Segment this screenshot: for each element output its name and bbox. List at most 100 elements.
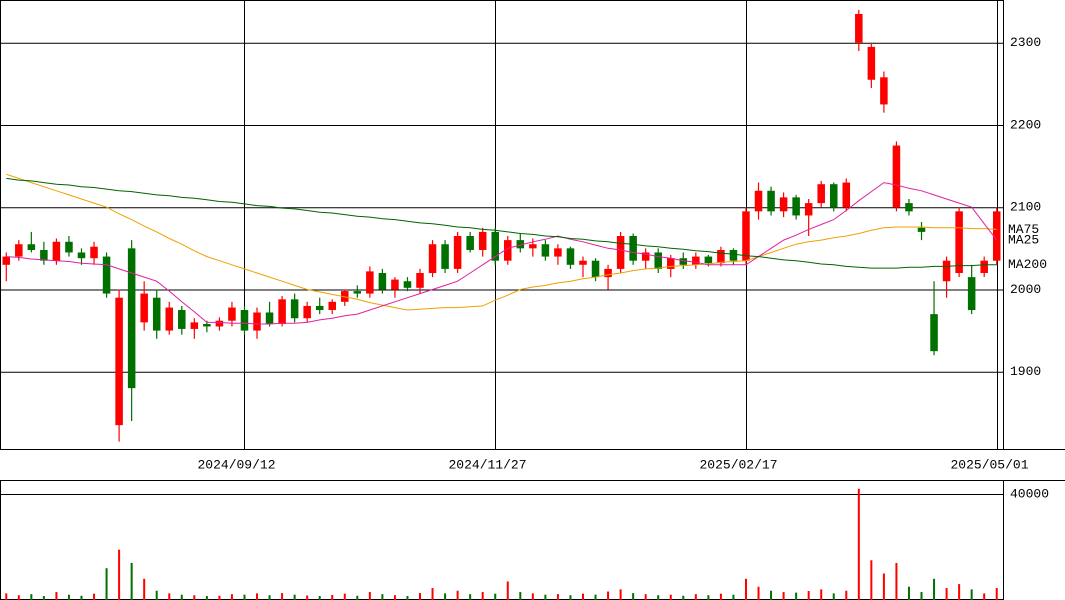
volume-bar [832,593,835,600]
candle-body [366,271,374,294]
volume-bar [807,590,810,600]
volume-bar [970,589,973,600]
volume-bar [845,590,848,600]
volume-bar [268,595,271,600]
volume-bar [870,560,873,600]
volume-bar [30,594,33,600]
candle-body [554,248,562,257]
candle-body [604,268,612,278]
candle-body [892,145,901,208]
candle-body [591,260,600,278]
volume-bar [80,595,83,600]
candle-body [541,244,550,257]
candle-body [353,291,362,294]
volume-bar [607,591,610,600]
volume-bar [770,590,773,600]
candle-body [529,244,537,249]
volume-bar [118,549,121,600]
candle-body [654,252,662,269]
candle-body [278,299,286,325]
volume-bar [682,595,685,600]
candle-body [967,277,976,311]
candle-body [516,240,525,249]
x-tick-label: 2025/02/17 [699,457,777,472]
volume-bar [795,592,798,600]
candle-body [980,260,988,274]
volume-bar [657,595,660,600]
volume-bar [193,595,196,600]
volume-bar [707,595,710,600]
candle-body [917,227,926,232]
candle-body [127,248,136,389]
candle-body [165,307,174,331]
candle-body [566,248,575,265]
candle-body [478,231,487,250]
candle-body [178,310,186,329]
volume-bar [356,595,359,600]
legend-label: MA75 [1008,222,1039,237]
volume-bar [494,593,497,600]
volume-bar [481,592,484,600]
candle-body [629,236,637,261]
volume-bar [368,592,371,600]
candle-body [842,182,851,208]
candle-body [729,249,738,261]
volume-bar [180,594,183,600]
candle-body [265,312,274,325]
candle-body [880,77,888,105]
volume-bar [5,593,8,600]
price-frame [0,0,1004,450]
x-tick-label: 2025/05/01 [950,457,1028,472]
candle-body [742,211,750,261]
volume-bar [306,595,309,600]
y-tick-label: 1900 [1010,364,1041,379]
candle-body [290,299,299,319]
candle-body [152,297,161,331]
candle-body [303,305,311,319]
volume-bar [820,589,823,600]
volume-bar [218,595,221,600]
volume-bar [331,594,334,600]
candle-body [2,256,11,265]
candle-body [767,190,775,212]
candle-body [717,249,725,264]
candle-body [102,256,111,294]
candle-body [253,312,261,331]
legend-label: MA25 [1008,233,1039,248]
volume-bar [105,568,108,600]
volume-bar [469,594,472,600]
volume-bar [419,593,422,600]
x-tick-label: 2024/09/12 [197,457,275,472]
candle-body [692,256,700,265]
volume-bar [895,562,898,600]
volume-bar [719,593,722,600]
volume-bar [406,596,409,600]
candle-body [228,307,236,321]
candle-body [77,252,86,259]
candle-body [855,13,863,43]
volume-bar [381,594,384,600]
candle-body [466,236,474,250]
volume-bar [782,592,785,600]
volume-bar [130,562,133,600]
volume-bar [556,594,559,600]
candle-body [704,256,713,264]
y-tick-label: 2000 [1010,282,1041,297]
volume-bar [393,595,396,600]
volume-bar [732,594,735,600]
volume-bar [42,596,45,600]
volume-bar [444,593,447,600]
volume-bar [983,593,986,600]
candle-body [992,211,1001,261]
candle-body [641,252,650,261]
candle-body [942,260,951,282]
candle-body [115,297,123,426]
volume-bar [669,594,672,600]
volume-bar [143,578,146,600]
volume-bar [318,596,321,600]
volume-bar [256,593,259,600]
ma-line [6,173,997,311]
volume-bar [920,592,923,600]
y-tick-label: 2200 [1010,117,1041,132]
volume-bar [544,594,547,600]
